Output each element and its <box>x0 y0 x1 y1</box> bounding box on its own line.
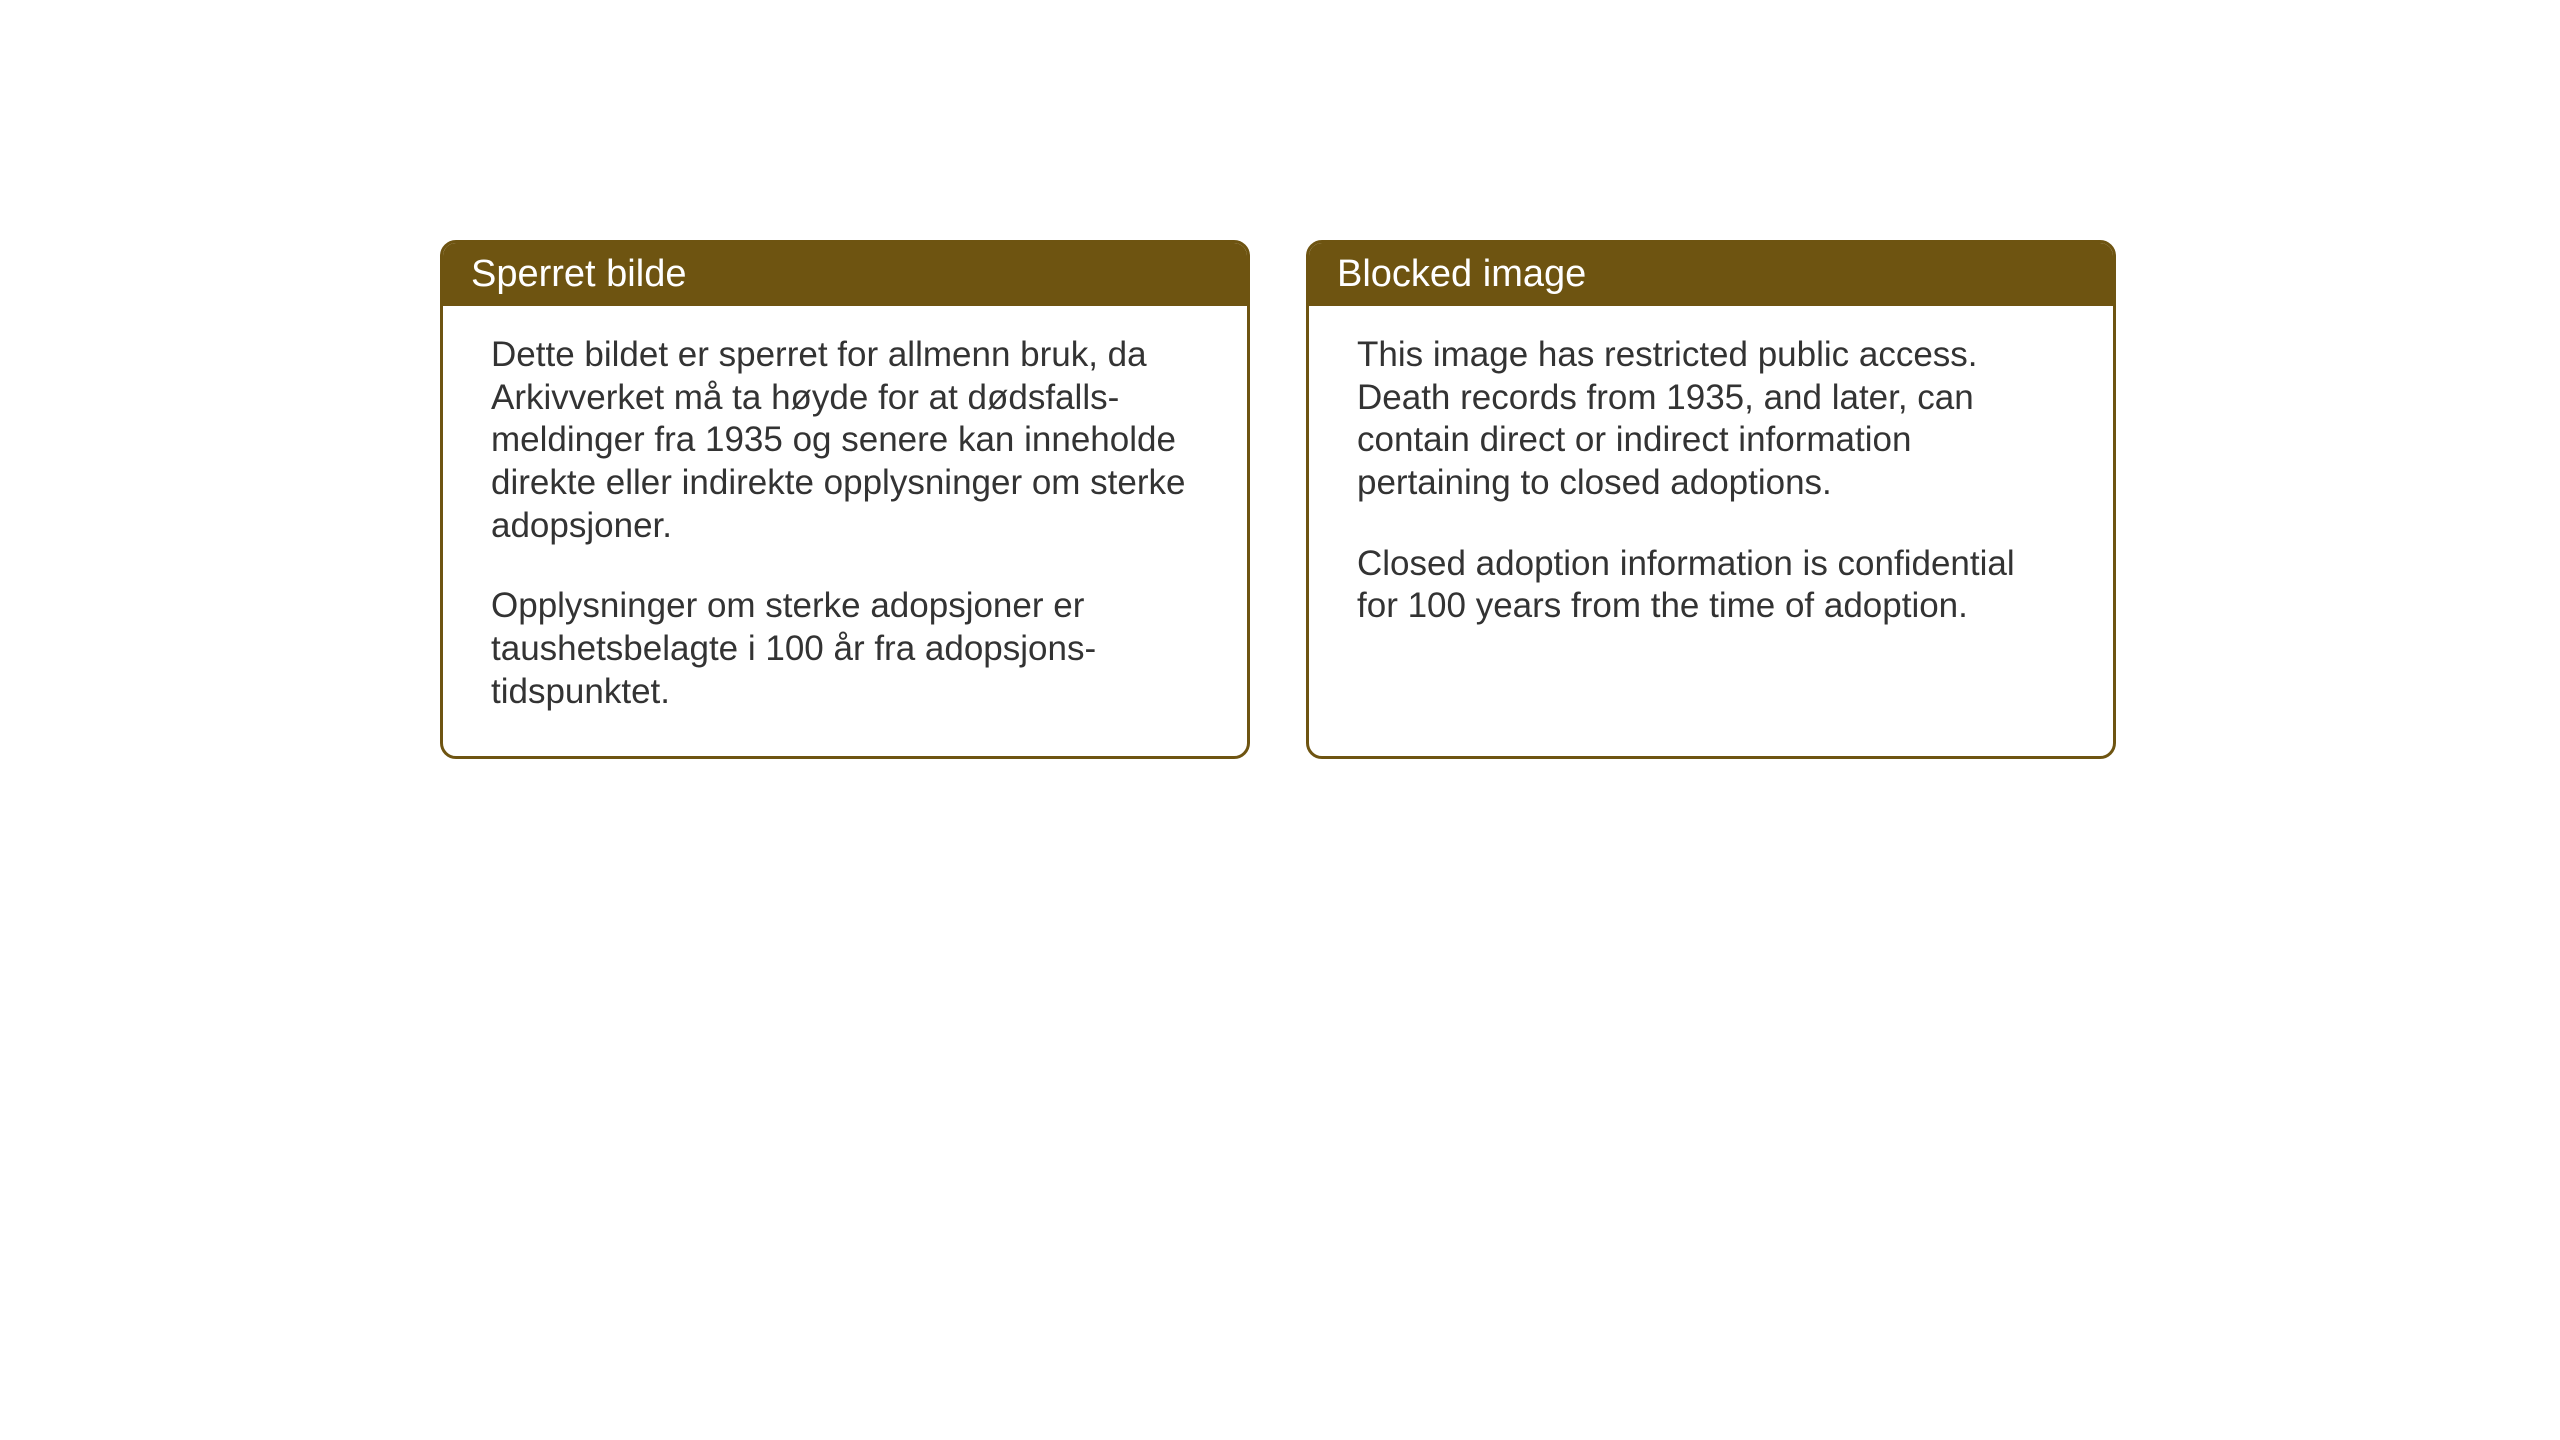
norwegian-notice-card: Sperret bilde Dette bildet er sperret fo… <box>440 240 1250 759</box>
english-card-title: Blocked image <box>1309 243 2113 306</box>
english-paragraph-2: Closed adoption information is confident… <box>1357 543 2065 628</box>
english-card-body: This image has restricted public access.… <box>1309 306 2113 756</box>
notice-cards-container: Sperret bilde Dette bildet er sperret fo… <box>440 240 2116 759</box>
norwegian-paragraph-1: Dette bildet er sperret for allmenn bruk… <box>491 334 1199 547</box>
english-notice-card: Blocked image This image has restricted … <box>1306 240 2116 759</box>
norwegian-card-title: Sperret bilde <box>443 243 1247 306</box>
norwegian-paragraph-2: Opplysninger om sterke adopsjoner er tau… <box>491 585 1199 713</box>
norwegian-card-body: Dette bildet er sperret for allmenn bruk… <box>443 306 1247 756</box>
english-paragraph-1: This image has restricted public access.… <box>1357 334 2065 505</box>
